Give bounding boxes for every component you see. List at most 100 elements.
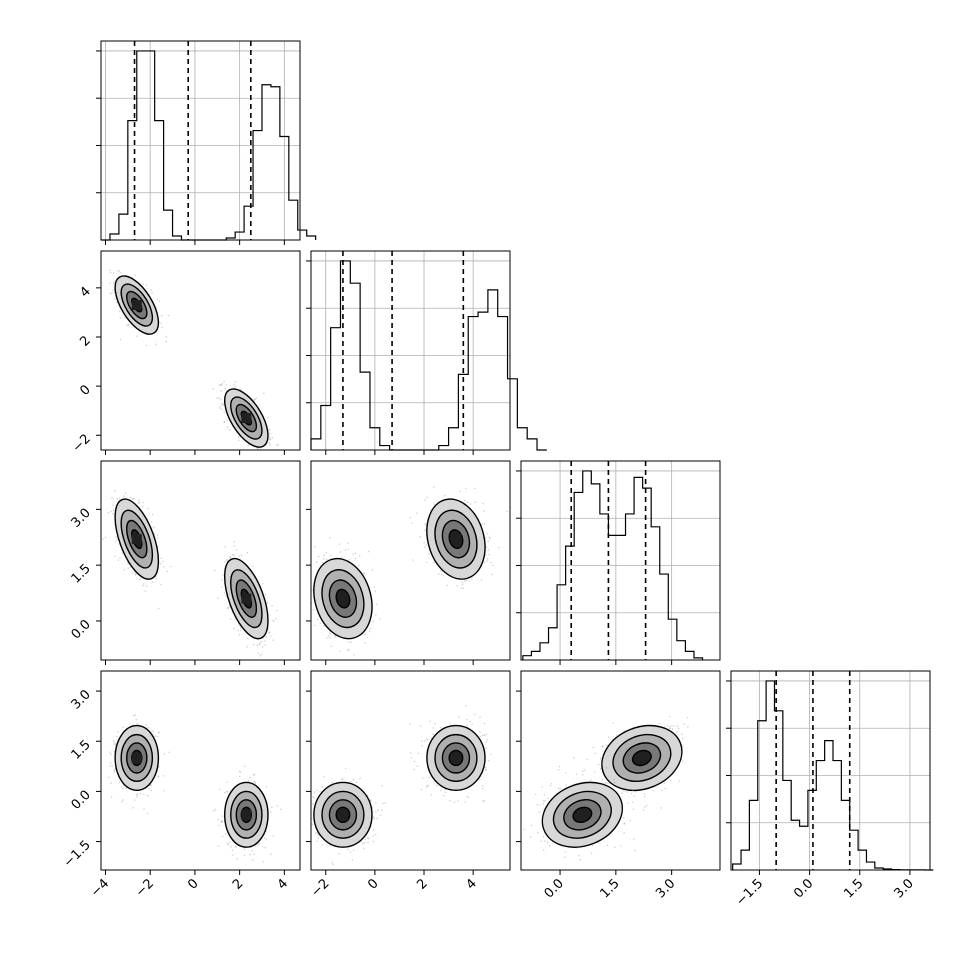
sample-point	[221, 408, 224, 411]
sample-point	[225, 384, 228, 386]
sample-point	[113, 282, 115, 285]
sample-point	[375, 603, 378, 606]
sample-point	[157, 735, 159, 738]
sample-point	[410, 756, 413, 759]
sample-point	[456, 585, 458, 587]
panel-frame	[310, 460, 511, 661]
sample-point	[379, 618, 381, 620]
sample-point	[440, 789, 442, 792]
sample-point	[480, 579, 483, 581]
sample-point	[465, 718, 468, 721]
sample-point	[338, 650, 341, 653]
sample-point	[489, 561, 492, 564]
sample-point	[252, 774, 255, 777]
sample-point	[116, 735, 118, 738]
sample-point	[214, 808, 217, 811]
sample-point	[150, 784, 152, 787]
sample-point	[153, 526, 155, 529]
sample-point	[304, 609, 306, 611]
sample-point	[224, 387, 227, 390]
sample-point	[134, 573, 137, 576]
density-peak	[450, 534, 461, 545]
sample-point	[160, 314, 163, 317]
sample-point	[483, 561, 486, 564]
sample-point	[481, 785, 484, 787]
sample-point	[240, 627, 242, 629]
sample-point	[329, 554, 332, 557]
sample-point	[252, 565, 254, 568]
density-peak	[131, 300, 142, 311]
sample-point	[267, 416, 269, 419]
sample-point	[166, 570, 168, 573]
sample-point	[136, 795, 138, 798]
sample-point	[136, 793, 139, 796]
sample-point	[162, 775, 165, 777]
sample-point	[259, 451, 261, 453]
sample-point	[158, 731, 160, 734]
sample-point	[268, 428, 271, 431]
sample-point	[136, 722, 139, 725]
sample-point	[271, 437, 274, 439]
sample-point	[223, 411, 226, 414]
sample-point	[442, 574, 445, 577]
sample-point	[221, 382, 223, 385]
sample-point	[234, 381, 237, 383]
sample-point	[240, 457, 242, 459]
sample-point	[228, 428, 231, 431]
sample-point	[218, 384, 221, 387]
sample-point	[252, 643, 255, 646]
sample-point	[323, 625, 326, 627]
sample-point	[345, 664, 347, 666]
panel-frame	[100, 670, 301, 871]
sample-point	[259, 654, 261, 657]
sample-point	[259, 642, 261, 645]
sample-point	[137, 502, 140, 504]
sample-point	[439, 569, 442, 572]
sample-point	[347, 542, 350, 545]
sample-point	[129, 496, 132, 499]
sample-point	[369, 630, 371, 633]
sample-point	[228, 556, 231, 559]
sample-point	[116, 497, 119, 500]
sample-point	[223, 592, 226, 594]
sample-point	[232, 854, 234, 856]
panel-frame	[100, 460, 301, 661]
sample-point	[304, 569, 306, 571]
sample-point	[229, 556, 232, 558]
sample-point	[226, 419, 228, 421]
sample-point	[446, 584, 448, 587]
density-peak	[131, 534, 142, 545]
sample-point	[249, 853, 252, 856]
sample-point	[162, 560, 164, 563]
sample-point	[126, 324, 128, 327]
histogram-step	[732, 680, 934, 871]
sample-point	[224, 791, 226, 794]
sample-point	[113, 770, 116, 772]
sample-point	[218, 824, 220, 827]
sample-point	[109, 271, 112, 274]
sample-point	[160, 583, 162, 586]
sample-point	[428, 776, 431, 779]
sample-point	[146, 794, 149, 797]
sample-point	[155, 343, 157, 346]
sample-point	[323, 558, 325, 560]
sample-point	[157, 775, 160, 778]
sample-point	[115, 536, 117, 538]
sample-point	[430, 794, 433, 796]
sample-point	[102, 538, 104, 540]
sample-point	[419, 536, 421, 538]
panel-frame	[730, 670, 931, 871]
sample-point	[123, 568, 126, 571]
sample-point	[432, 727, 435, 729]
sample-point	[260, 640, 263, 643]
sample-point	[443, 794, 445, 797]
sample-point	[462, 587, 465, 589]
sample-point	[111, 497, 113, 499]
density-peak	[337, 593, 348, 604]
sample-point	[330, 645, 333, 648]
sample-point	[119, 338, 122, 341]
sample-point	[219, 398, 222, 401]
sample-point	[124, 317, 126, 319]
sample-point	[358, 564, 360, 567]
sample-point	[486, 560, 488, 562]
